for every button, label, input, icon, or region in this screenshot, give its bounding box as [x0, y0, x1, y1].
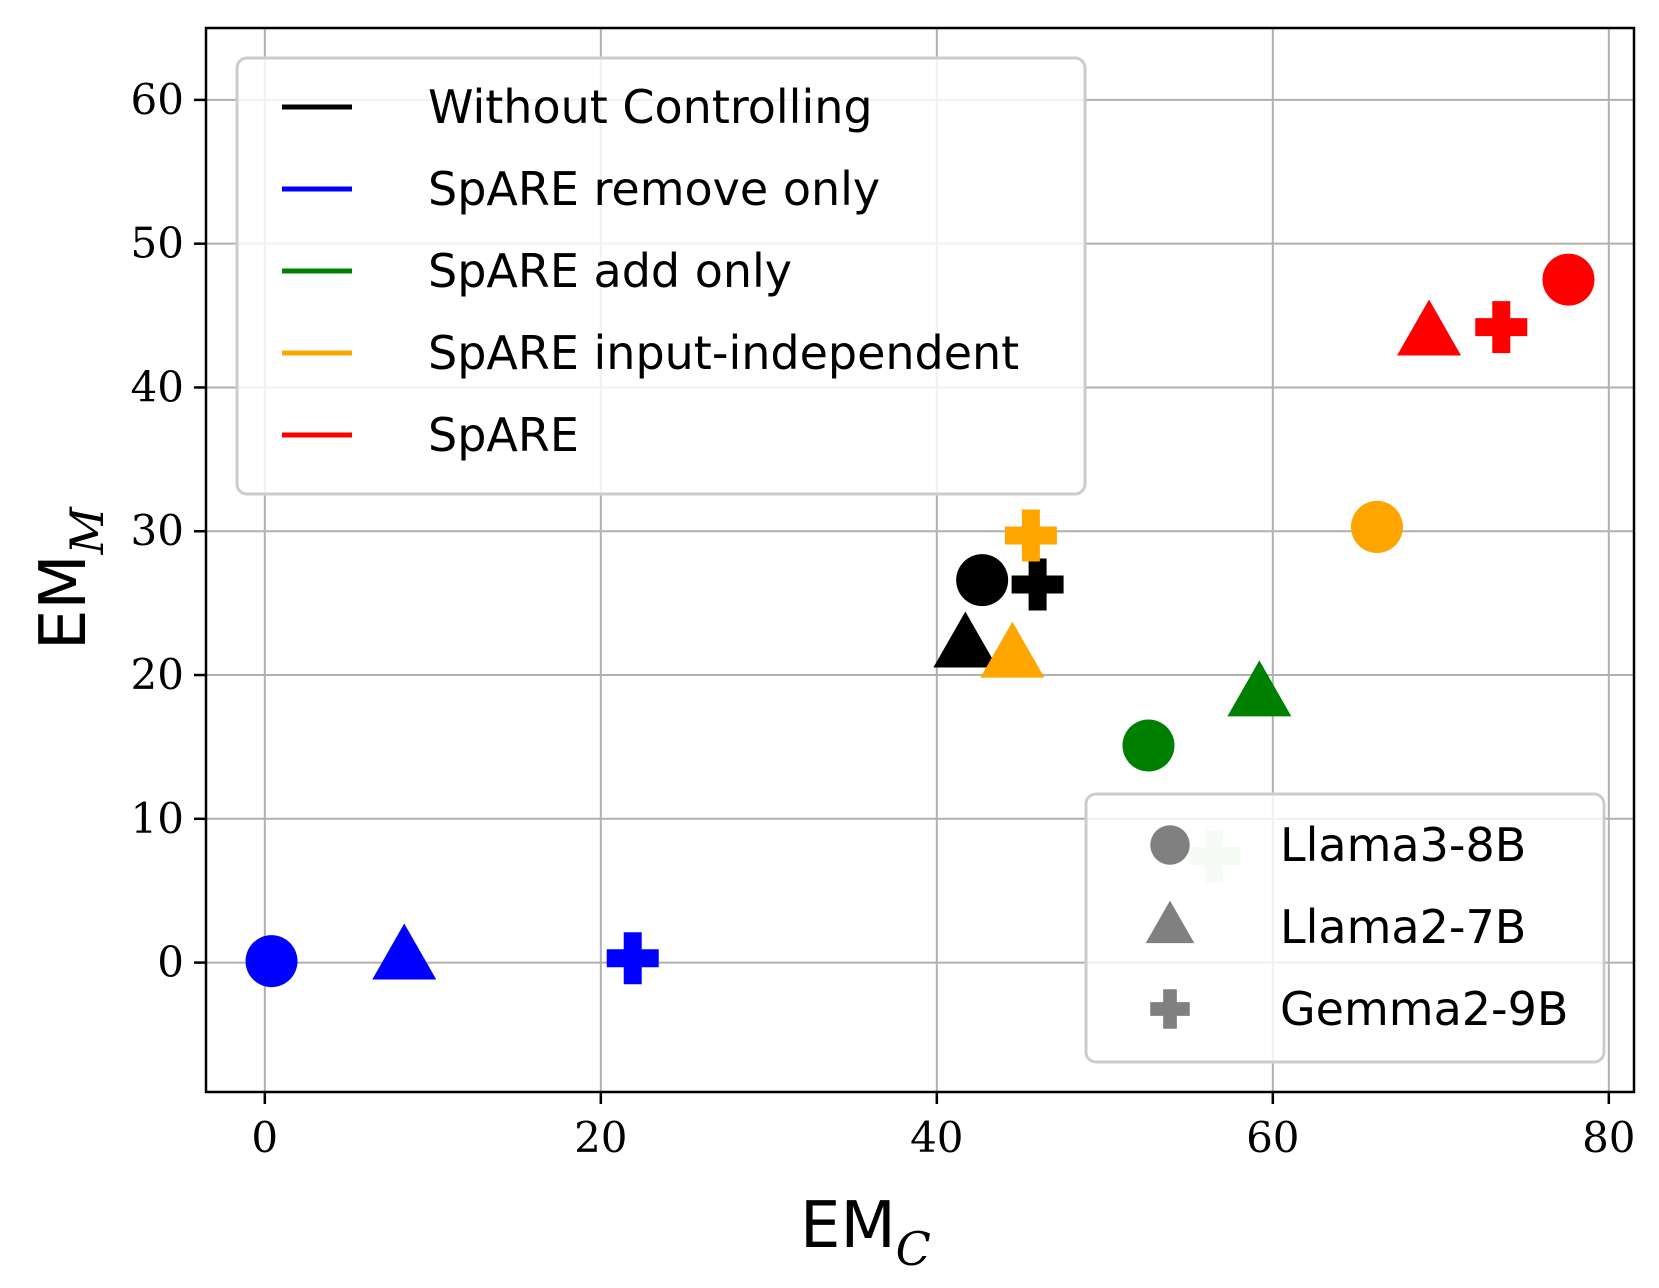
method-legend-box — [235, 56, 1087, 496]
method-legend-label: SpARE input-independent — [428, 326, 1019, 380]
svg-text:EMC: EMC — [800, 1189, 931, 1276]
point-spare-remove-only-llama2-7b — [372, 923, 437, 980]
method-legend-label: SpARE add only — [428, 244, 792, 298]
point-without-controlling-llama2-7b — [933, 611, 998, 668]
y-tick-label: 40 — [131, 362, 184, 411]
model-legend-label: Llama2-7B — [1280, 900, 1526, 954]
axis-ticks: 0 20 40 60 80 0 10 20 30 40 50 60 — [131, 75, 1636, 1162]
y-tick-label: 30 — [131, 506, 184, 555]
method-legend: Without Controlling SpARE remove only SpAR… — [235, 56, 1087, 496]
svg-text:EMM: EMM — [27, 505, 114, 650]
x-tick-label: 0 — [251, 1113, 278, 1162]
point-spare-input-independent-gemma2-9b — [1004, 509, 1057, 562]
x-tick-label: 60 — [1246, 1113, 1299, 1162]
point-spare-llama2-7b — [1397, 299, 1462, 356]
point-spare-input-independent-llama3-8b — [1350, 500, 1403, 553]
model-legend-marker-circle — [1150, 825, 1190, 865]
point-spare-add-only-llama2-7b — [1227, 660, 1292, 717]
y-tick-label: 10 — [131, 794, 184, 843]
point-without-controlling-llama3-8b — [956, 554, 1009, 607]
y-tick-label: 20 — [131, 650, 184, 699]
point-spare-gemma2-9b — [1475, 301, 1528, 354]
y-tick-label: 60 — [131, 75, 184, 124]
method-legend-label: Without Controlling — [428, 80, 873, 134]
method-legend-label: SpARE — [428, 408, 579, 462]
x-axis-label-sub: C — [896, 1222, 931, 1276]
x-axis-label-main: EM — [800, 1189, 896, 1263]
x-tick-label: 80 — [1582, 1113, 1635, 1162]
point-spare-input-independent-llama2-7b — [980, 621, 1045, 678]
x-axis-label: EMC — [800, 1189, 931, 1276]
point-spare-remove-only-gemma2-9b — [606, 932, 659, 985]
point-spare-add-only-llama3-8b — [1122, 719, 1175, 772]
y-axis-label-main: EM — [27, 554, 101, 650]
point-spare-remove-only-llama3-8b — [245, 935, 298, 988]
x-tick-label: 20 — [574, 1113, 627, 1162]
model-legend: Llama3-8B Llama2-7B Gemma2-9B — [1084, 792, 1606, 1064]
y-tick-label: 0 — [157, 938, 184, 987]
method-legend-label: SpARE remove only — [428, 162, 880, 216]
plot-frame — [204, 26, 1636, 1094]
y-axis-label-sub: M — [60, 505, 114, 555]
model-legend-label: Llama3-8B — [1280, 818, 1526, 872]
point-without-controlling-gemma2-9b — [1011, 558, 1064, 611]
x-tick-label: 40 — [910, 1113, 963, 1162]
model-legend-label: Gemma2-9B — [1280, 982, 1568, 1036]
point-spare-llama3-8b — [1542, 253, 1595, 306]
model-legend-marker-plus — [1150, 989, 1190, 1029]
y-axis-label: EMM — [27, 505, 114, 650]
model-legend-box — [1084, 792, 1606, 1064]
model-legend-marker-triangle — [1145, 900, 1195, 944]
y-tick-label: 50 — [131, 219, 184, 268]
